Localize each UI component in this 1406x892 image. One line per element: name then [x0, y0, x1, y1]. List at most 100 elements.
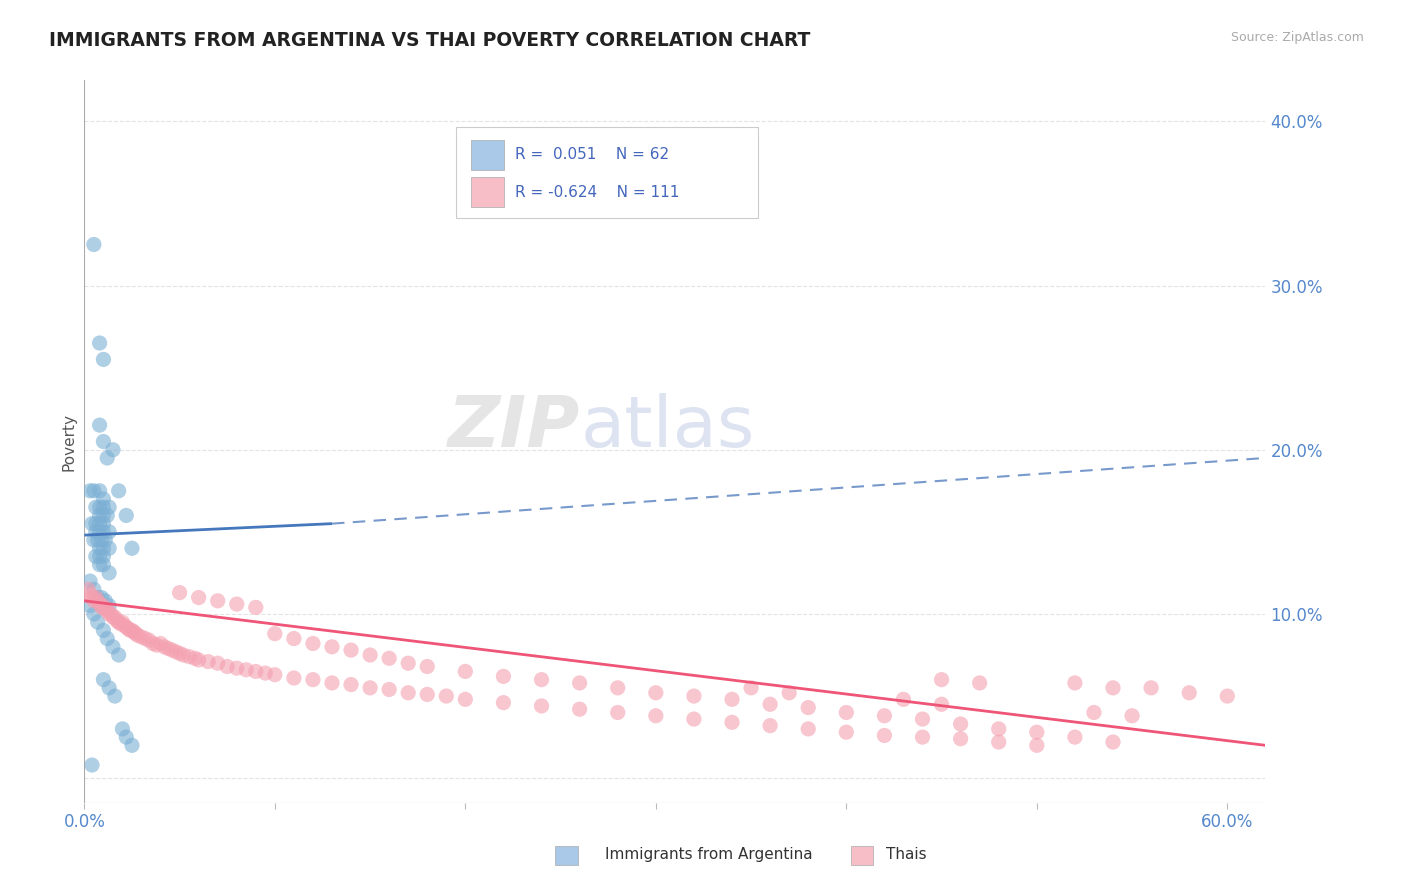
Point	[1064, 730, 1087, 744]
Point	[86, 615, 108, 630]
Point	[93, 624, 115, 638]
Point	[416, 687, 439, 701]
Point	[98, 681, 121, 695]
Point	[101, 610, 124, 624]
Point	[235, 663, 257, 677]
Point	[89, 516, 111, 531]
Point	[101, 640, 124, 654]
Point	[107, 483, 129, 498]
Text: Source: ZipAtlas.com: Source: ZipAtlas.com	[1230, 31, 1364, 45]
Point	[93, 599, 115, 613]
Point	[89, 336, 111, 351]
Point	[90, 600, 112, 615]
Point	[115, 620, 138, 634]
Point	[121, 624, 143, 638]
Point	[263, 667, 285, 681]
Point	[969, 676, 991, 690]
Point	[217, 659, 239, 673]
Point	[83, 582, 105, 597]
Point	[169, 585, 191, 599]
Point	[94, 533, 117, 547]
Point	[153, 640, 176, 654]
Point	[131, 630, 153, 644]
Bar	[471, 178, 503, 208]
Point	[86, 594, 108, 608]
Point	[160, 643, 183, 657]
Point	[127, 628, 149, 642]
Point	[89, 541, 111, 556]
Point	[80, 758, 103, 772]
Point	[121, 541, 143, 556]
Point	[873, 729, 896, 743]
Point	[1178, 686, 1201, 700]
Point	[98, 607, 121, 621]
Point	[98, 599, 121, 613]
Point	[721, 692, 744, 706]
Point	[107, 615, 129, 630]
Point	[606, 706, 628, 720]
Point	[644, 708, 666, 723]
Point	[110, 616, 132, 631]
Point	[835, 706, 858, 720]
Point	[89, 597, 111, 611]
Point	[142, 636, 165, 650]
Point	[89, 418, 111, 433]
Point	[93, 524, 115, 539]
Text: IMMIGRANTS FROM ARGENTINA VS THAI POVERTY CORRELATION CHART: IMMIGRANTS FROM ARGENTINA VS THAI POVERT…	[49, 31, 811, 50]
Point	[89, 483, 111, 498]
Point	[86, 533, 108, 547]
Point	[84, 591, 107, 605]
Point	[138, 633, 160, 648]
Point	[1102, 681, 1125, 695]
Point	[416, 659, 439, 673]
Point	[83, 607, 105, 621]
Point	[98, 541, 121, 556]
Point	[104, 689, 127, 703]
Point	[644, 686, 666, 700]
Point	[759, 718, 782, 732]
Point	[125, 626, 148, 640]
Point	[107, 648, 129, 662]
Point	[84, 549, 107, 564]
Point	[86, 591, 108, 605]
Text: Immigrants from Argentina: Immigrants from Argentina	[605, 847, 813, 862]
Point	[1140, 681, 1163, 695]
Point	[778, 686, 800, 700]
Point	[94, 602, 117, 616]
Point	[283, 632, 305, 646]
Point	[96, 604, 118, 618]
Point	[93, 352, 115, 367]
Point	[949, 731, 972, 746]
Point	[568, 676, 591, 690]
Point	[77, 582, 100, 597]
Point	[1121, 708, 1143, 723]
Point	[530, 673, 553, 687]
Text: R =  0.051    N = 62: R = 0.051 N = 62	[516, 147, 669, 162]
Point	[84, 516, 107, 531]
FancyBboxPatch shape	[457, 128, 758, 218]
Point	[105, 614, 128, 628]
Point	[122, 625, 145, 640]
Point	[111, 615, 134, 630]
Point	[1025, 725, 1047, 739]
Point	[101, 442, 124, 457]
Point	[83, 483, 105, 498]
Point	[179, 649, 201, 664]
Point	[89, 508, 111, 523]
Point	[80, 591, 103, 605]
Point	[454, 692, 477, 706]
Point	[93, 500, 115, 515]
Point	[98, 500, 121, 515]
Point	[165, 645, 187, 659]
Point	[96, 508, 118, 523]
Point	[90, 591, 112, 605]
Point	[93, 434, 115, 449]
Point	[149, 636, 172, 650]
Point	[80, 516, 103, 531]
Point	[187, 653, 209, 667]
Point	[120, 624, 142, 638]
Point	[98, 566, 121, 580]
Point	[931, 698, 953, 712]
Point	[321, 676, 343, 690]
Point	[207, 594, 229, 608]
